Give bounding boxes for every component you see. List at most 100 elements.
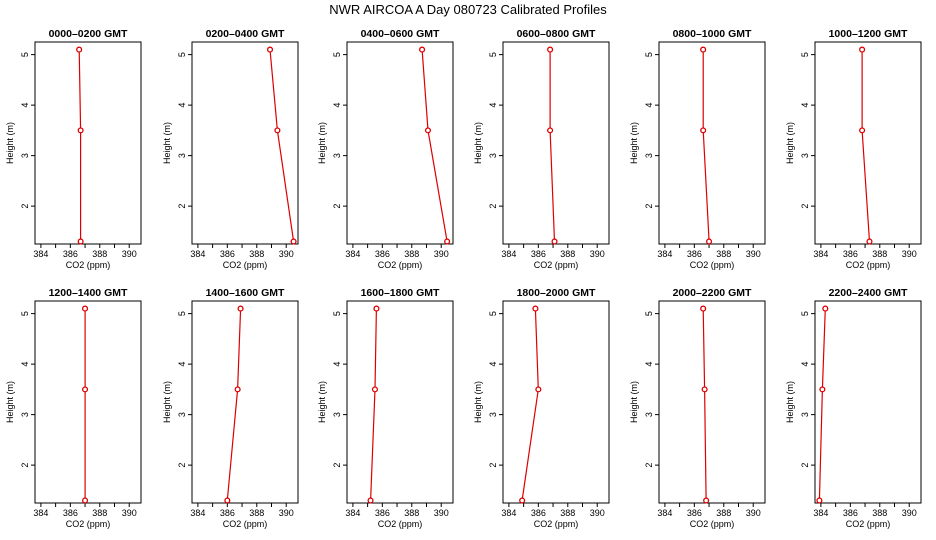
profile-panel: 2000–2200 GMT 384 386 388 390 2 3 4 5 CO2 (ppm) He… bbox=[629, 287, 766, 529]
x-axis-label: CO2 (ppm) bbox=[378, 519, 423, 529]
data-point bbox=[82, 497, 89, 504]
x-axis-label: CO2 (ppm) bbox=[534, 260, 579, 270]
panel-title: 1000–1200 GMT bbox=[829, 28, 908, 40]
profile-panel: 1800–2000 GMT 384 386 388 390 2 3 4 5 CO2 (ppm) He… bbox=[473, 287, 610, 529]
y-tick-label: 4 bbox=[177, 103, 187, 108]
y-tick-label: 4 bbox=[177, 362, 187, 367]
y-tick-label: 2 bbox=[800, 204, 810, 209]
profile-panel: 1000–1200 GMT 384 386 388 390 2 3 4 5 CO2 (ppm) He… bbox=[785, 28, 922, 270]
y-tick-label: 3 bbox=[332, 153, 342, 158]
y-tick-label: 5 bbox=[177, 311, 187, 316]
x-tick-label: 390 bbox=[746, 249, 761, 259]
y-axis-label: Height (m) bbox=[629, 381, 639, 423]
data-point bbox=[266, 46, 274, 53]
y-tick-label: 5 bbox=[488, 311, 498, 316]
x-tick-label: 390 bbox=[590, 249, 605, 259]
y-tick-label: 4 bbox=[332, 103, 342, 108]
x-tick-label: 390 bbox=[434, 508, 449, 518]
y-tick-label: 3 bbox=[800, 153, 810, 158]
data-point bbox=[274, 127, 281, 134]
x-tick-label: 390 bbox=[902, 249, 917, 259]
co2-profile-line bbox=[78, 49, 82, 242]
plot-frame bbox=[346, 41, 454, 245]
y-tick-label: 4 bbox=[644, 362, 654, 367]
x-tick-label: 388 bbox=[92, 508, 107, 518]
data-point bbox=[551, 238, 558, 245]
plot-frame bbox=[658, 300, 766, 504]
y-tick-label: 5 bbox=[800, 311, 810, 316]
x-tick-label: 386 bbox=[220, 249, 235, 259]
co2-profile-line bbox=[549, 49, 556, 242]
y-tick-label: 5 bbox=[20, 52, 30, 57]
data-point bbox=[547, 46, 554, 53]
y-axis-label: Height (m) bbox=[317, 381, 327, 423]
y-axis-label: Height (m) bbox=[473, 122, 483, 164]
x-tick-label: 390 bbox=[279, 508, 294, 518]
x-tick-label: 384 bbox=[501, 508, 516, 518]
co2-profile-line bbox=[818, 308, 826, 501]
panel-title: 1600–1800 GMT bbox=[361, 287, 440, 299]
data-point bbox=[706, 238, 713, 245]
x-axis-label: CO2 (ppm) bbox=[846, 519, 891, 529]
x-tick-label: 390 bbox=[122, 508, 137, 518]
x-tick-label: 388 bbox=[872, 508, 887, 518]
y-tick-label: 2 bbox=[332, 204, 342, 209]
y-tick-label: 5 bbox=[644, 311, 654, 316]
profile-panel: 1400–1600 GMT 384 386 388 390 2 3 4 5 CO2 (ppm) He… bbox=[162, 287, 299, 529]
y-axis-label: Height (m) bbox=[162, 122, 172, 164]
data-point bbox=[532, 305, 539, 312]
x-tick-label: 388 bbox=[404, 508, 419, 518]
data-point bbox=[82, 305, 89, 312]
x-tick-label: 384 bbox=[33, 249, 48, 259]
x-tick-label: 384 bbox=[657, 508, 672, 518]
plot-frame bbox=[814, 300, 922, 504]
data-point bbox=[419, 46, 426, 53]
x-axis-label: CO2 (ppm) bbox=[223, 260, 268, 270]
y-tick-label: 3 bbox=[800, 412, 810, 417]
x-tick-label: 390 bbox=[590, 508, 605, 518]
data-point bbox=[77, 127, 84, 134]
x-tick-label: 386 bbox=[531, 508, 546, 518]
x-tick-label: 384 bbox=[190, 508, 205, 518]
y-tick-label: 2 bbox=[644, 463, 654, 468]
data-point bbox=[444, 238, 451, 245]
y-tick-label: 3 bbox=[332, 412, 342, 417]
y-tick-label: 2 bbox=[20, 204, 30, 209]
x-axis-label: CO2 (ppm) bbox=[846, 260, 891, 270]
x-tick-label: 384 bbox=[813, 249, 828, 259]
x-tick-label: 384 bbox=[813, 508, 828, 518]
x-tick-label: 386 bbox=[375, 508, 390, 518]
profile-panel: 2200–2400 GMT 384 386 388 390 2 3 4 5 CO2 (ppm) He… bbox=[785, 287, 922, 529]
co2-profile-line bbox=[861, 49, 871, 242]
x-tick-label: 386 bbox=[843, 249, 858, 259]
co2-profile-line bbox=[521, 308, 539, 501]
y-tick-label: 4 bbox=[332, 362, 342, 367]
profile-panel: 0000–0200 GMT 384 386 388 390 2 3 4 5 CO2 (ppm) He… bbox=[5, 28, 142, 270]
data-point bbox=[224, 497, 231, 504]
profile-panel: 0200–0400 GMT 384 386 388 390 2 3 4 5 CO2 (ppm) He… bbox=[162, 28, 299, 270]
data-point bbox=[76, 46, 83, 53]
x-tick-label: 384 bbox=[657, 249, 672, 259]
y-axis-label: Height (m) bbox=[473, 381, 483, 423]
co2-profile-line bbox=[421, 49, 448, 242]
data-point bbox=[77, 238, 84, 245]
data-point bbox=[237, 305, 244, 312]
y-tick-label: 3 bbox=[488, 153, 498, 158]
x-tick-label: 388 bbox=[560, 249, 575, 259]
data-point bbox=[371, 386, 379, 393]
x-axis-label: CO2 (ppm) bbox=[66, 519, 111, 529]
data-point bbox=[700, 127, 707, 134]
plot-frame bbox=[34, 41, 142, 245]
x-axis-label: CO2 (ppm) bbox=[690, 519, 735, 529]
co2-profile-line bbox=[702, 308, 707, 501]
plot-frame bbox=[502, 41, 610, 245]
x-axis-label: CO2 (ppm) bbox=[378, 260, 423, 270]
x-axis-label: CO2 (ppm) bbox=[66, 260, 111, 270]
data-point bbox=[819, 386, 826, 393]
y-tick-label: 4 bbox=[488, 103, 498, 108]
data-point bbox=[373, 305, 380, 312]
panel-title: 0400–0600 GMT bbox=[361, 28, 440, 40]
panel-title: 0000–0200 GMT bbox=[49, 28, 128, 40]
x-axis-label: CO2 (ppm) bbox=[534, 519, 579, 529]
